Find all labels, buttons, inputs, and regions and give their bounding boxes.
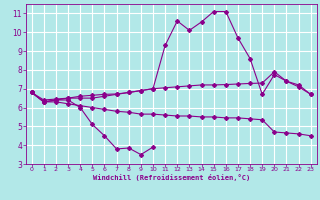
- X-axis label: Windchill (Refroidissement éolien,°C): Windchill (Refroidissement éolien,°C): [92, 174, 250, 181]
